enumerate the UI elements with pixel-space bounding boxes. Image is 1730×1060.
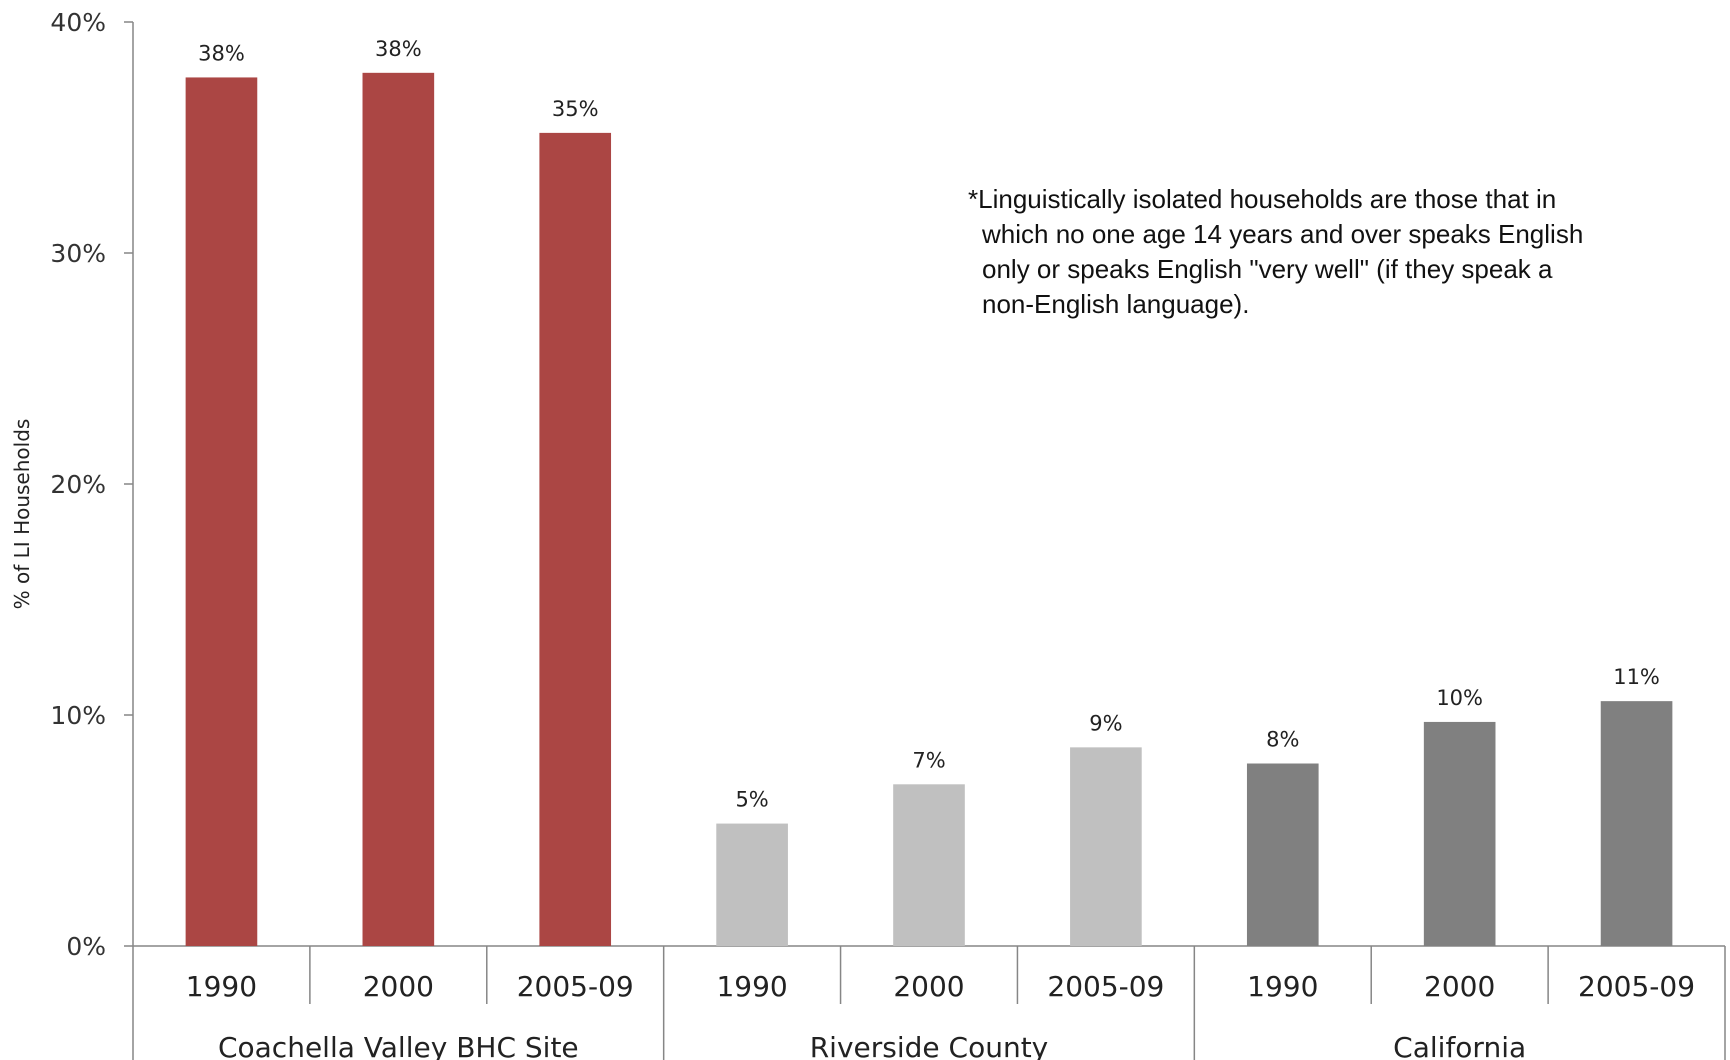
- bar: [716, 823, 788, 946]
- category-label: 2005-09: [1047, 970, 1164, 1003]
- y-tick-label: 20%: [50, 470, 106, 499]
- category-label: 1990: [1247, 970, 1318, 1003]
- group-label: Coachella Valley BHC Site: [218, 1031, 579, 1060]
- bar: [539, 132, 612, 946]
- bar: [185, 77, 258, 946]
- data-label: 7%: [912, 748, 945, 772]
- data-label: 8%: [1266, 728, 1299, 752]
- group-label: California: [1393, 1031, 1526, 1060]
- bar: [1600, 701, 1673, 946]
- category-label: 1990: [186, 970, 257, 1003]
- footnote-line: only or speaks English "very well" (if t…: [982, 254, 1553, 284]
- y-tick-label: 40%: [50, 8, 106, 37]
- category-label: 2000: [363, 970, 434, 1003]
- data-label: 11%: [1613, 665, 1660, 689]
- bar: [362, 72, 435, 946]
- bar: [1423, 721, 1496, 946]
- data-label: 38%: [198, 41, 245, 65]
- category-label: 2005-09: [1578, 970, 1695, 1003]
- footnote-line: *Linguistically isolated households are …: [968, 184, 1557, 214]
- bar: [1246, 763, 1319, 946]
- footnote-line: non-English language).: [982, 289, 1250, 319]
- data-label: 35%: [552, 97, 599, 121]
- category-label: 2005-09: [517, 970, 634, 1003]
- y-tick-label: 0%: [66, 932, 106, 961]
- y-tick-label: 10%: [50, 701, 106, 730]
- data-label: 10%: [1436, 686, 1483, 710]
- y-tick-label: 30%: [50, 239, 106, 268]
- category-label: 2000: [1424, 970, 1495, 1003]
- y-axis-title: % of LI Households: [10, 419, 34, 610]
- category-label: 2000: [893, 970, 964, 1003]
- data-label: 9%: [1089, 711, 1122, 735]
- data-label: 5%: [735, 788, 768, 812]
- category-label: 1990: [716, 970, 787, 1003]
- data-label: 38%: [375, 37, 422, 61]
- footnote-annotation: *Linguistically isolated households are …: [968, 182, 1618, 322]
- bar: [893, 784, 965, 946]
- bar: [1070, 747, 1142, 946]
- footnote-line: which no one age 14 years and over speak…: [982, 219, 1584, 249]
- group-label: Riverside County: [810, 1031, 1049, 1060]
